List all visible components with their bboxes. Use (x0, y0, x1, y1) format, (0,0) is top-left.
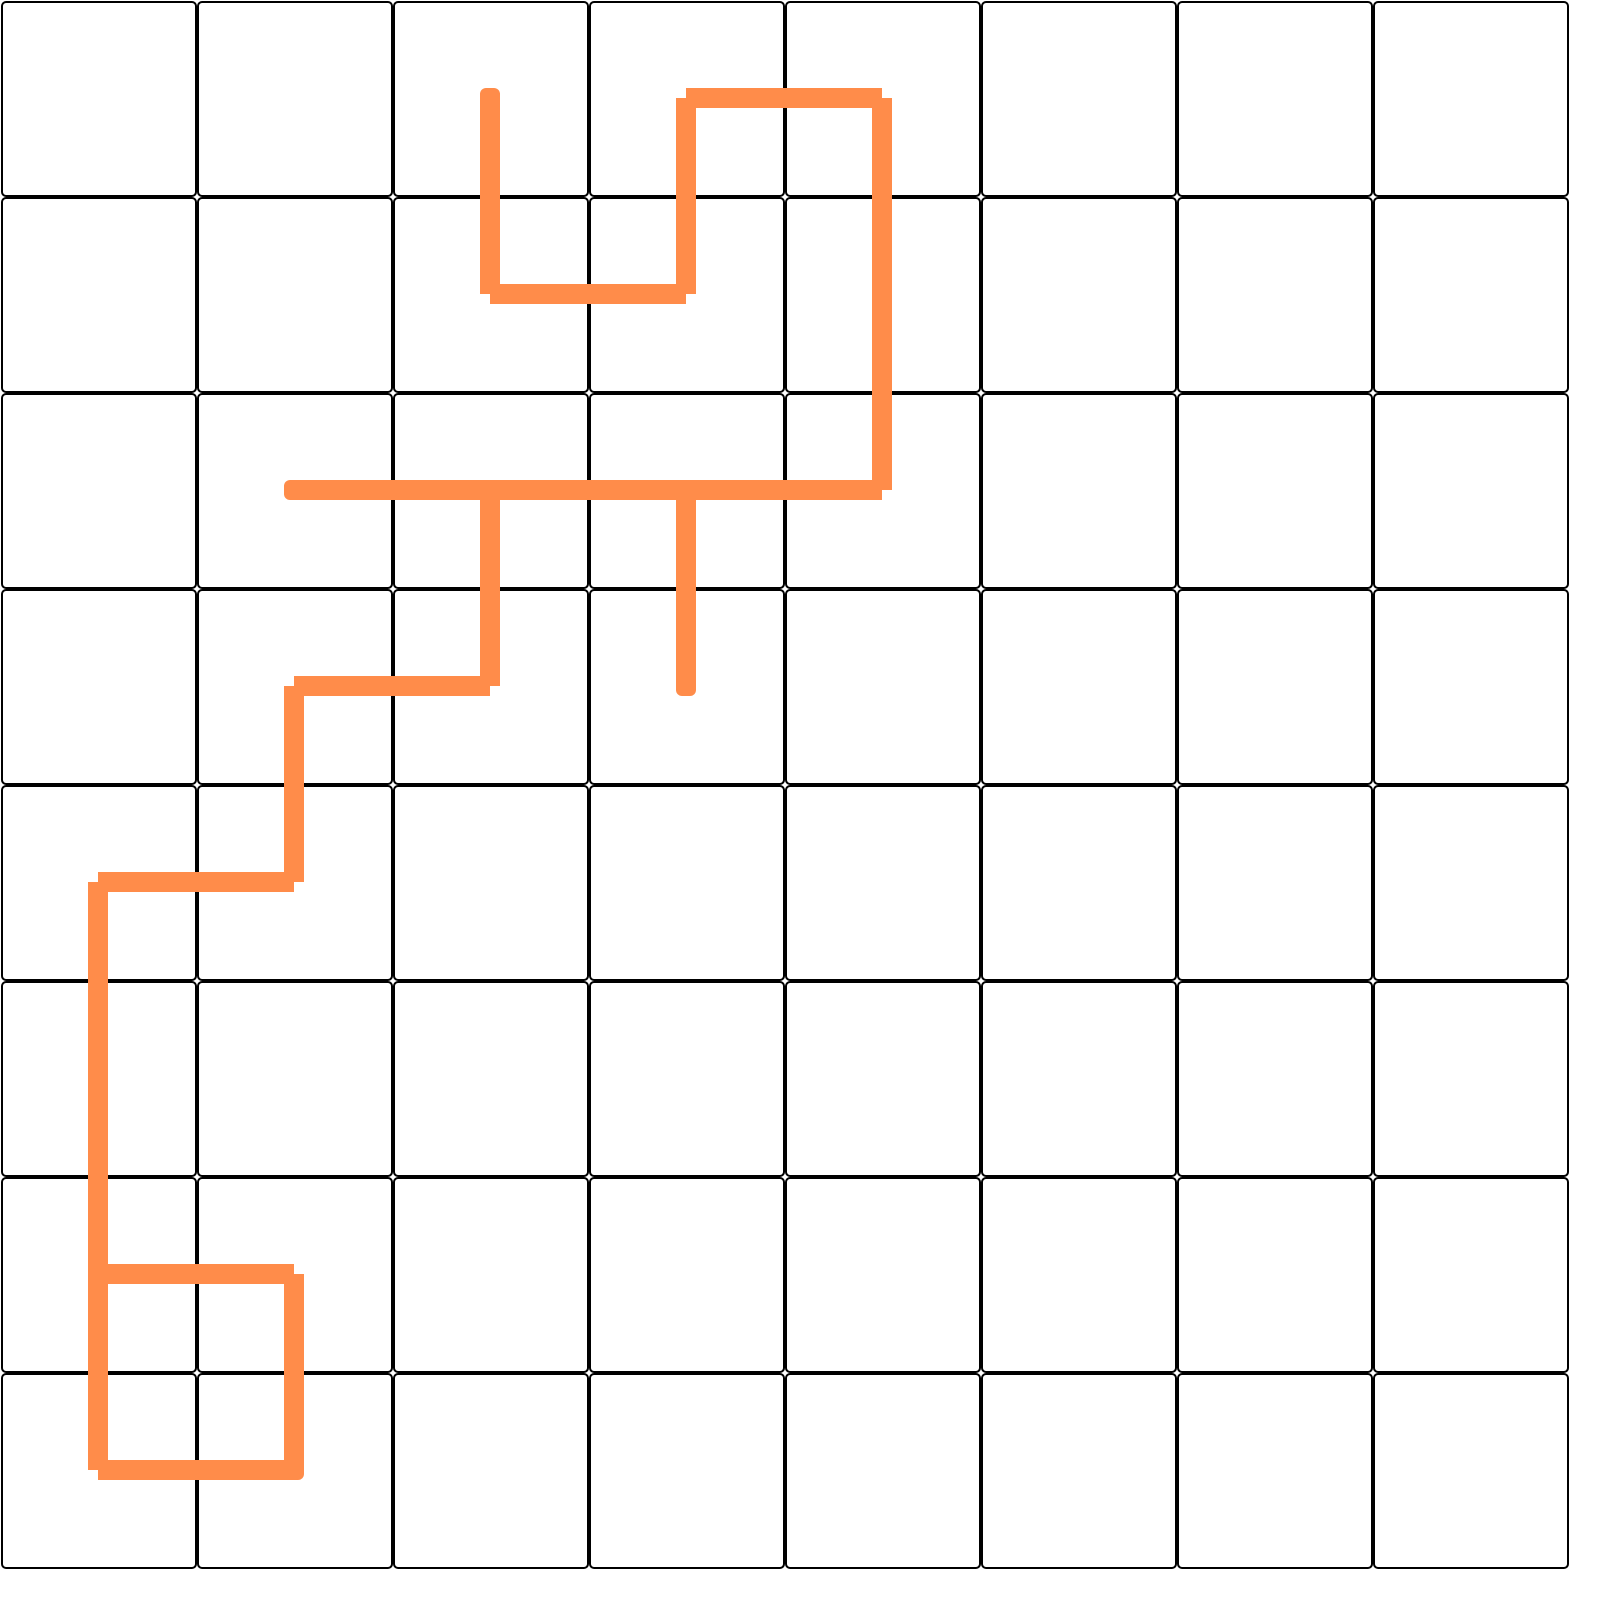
grid-tile-r6-c6[interactable] (1177, 1177, 1373, 1373)
grid-tile-r0-c1[interactable] (197, 1, 393, 197)
grid-tile-r5-c5[interactable] (981, 981, 1177, 1177)
grid-tile-r0-c6[interactable] (1177, 1, 1373, 197)
grid-tile-r4-c4[interactable] (785, 785, 981, 981)
grid-tile-r5-c1[interactable] (197, 981, 393, 1177)
grid-tile-r1-c7[interactable] (1373, 197, 1569, 393)
grid-tile-r7-c3[interactable] (589, 1373, 785, 1569)
grid-tile-r4-c6[interactable] (1177, 785, 1373, 981)
grid-tile-r5-c3[interactable] (589, 981, 785, 1177)
grid-tile-r6-c5[interactable] (981, 1177, 1177, 1373)
grid-tile-r3-c5[interactable] (981, 589, 1177, 785)
grid-tile-r4-c5[interactable] (981, 785, 1177, 981)
grid-tile-r6-c3[interactable] (589, 1177, 785, 1373)
grid-tile-r1-c0[interactable] (1, 197, 197, 393)
grid-tile-r1-c6[interactable] (1177, 197, 1373, 393)
grid-tile-r7-c4[interactable] (785, 1373, 981, 1569)
grid-tile-r2-c7[interactable] (1373, 393, 1569, 589)
grid-tile-r3-c4[interactable] (785, 589, 981, 785)
grid-tile-r7-c6[interactable] (1177, 1373, 1373, 1569)
grid-tile-r5-c4[interactable] (785, 981, 981, 1177)
pipe-endpoint-1 (284, 480, 304, 500)
grid-tile-r6-c7[interactable] (1373, 1177, 1569, 1373)
grid-tile-r2-c5[interactable] (981, 393, 1177, 589)
grid-tile-r0-c0[interactable] (1, 1, 197, 197)
grid-tile-r2-c6[interactable] (1177, 393, 1373, 589)
grid-tile-r2-c0[interactable] (1, 393, 197, 589)
tile-grid (1, 1, 1569, 1569)
pipe-network (88, 88, 892, 1480)
grid-tile-r3-c6[interactable] (1177, 589, 1373, 785)
grid-tile-r5-c7[interactable] (1373, 981, 1569, 1177)
grid-tile-r3-c7[interactable] (1373, 589, 1569, 785)
grid-tile-r4-c2[interactable] (393, 785, 589, 981)
grid-tile-r1-c1[interactable] (197, 197, 393, 393)
grid-tile-r1-c5[interactable] (981, 197, 1177, 393)
grid-tile-r5-c6[interactable] (1177, 981, 1373, 1177)
grid-tile-r7-c5[interactable] (981, 1373, 1177, 1569)
grid-tile-r7-c2[interactable] (393, 1373, 589, 1569)
grid-tile-r0-c5[interactable] (981, 1, 1177, 197)
grid-tile-r6-c4[interactable] (785, 1177, 981, 1373)
pipe-endpoint-3 (284, 1460, 304, 1480)
grid-tile-r6-c2[interactable] (393, 1177, 589, 1373)
grid-tile-r0-c7[interactable] (1373, 1, 1569, 197)
pipe-endpoint-2 (676, 676, 696, 696)
grid-tile-r5-c2[interactable] (393, 981, 589, 1177)
grid-tile-r4-c7[interactable] (1373, 785, 1569, 981)
grid-tile-r3-c0[interactable] (1, 589, 197, 785)
grid-tile-r7-c7[interactable] (1373, 1373, 1569, 1569)
pipe-endpoint-0 (480, 88, 500, 108)
grid-tile-r4-c3[interactable] (589, 785, 785, 981)
